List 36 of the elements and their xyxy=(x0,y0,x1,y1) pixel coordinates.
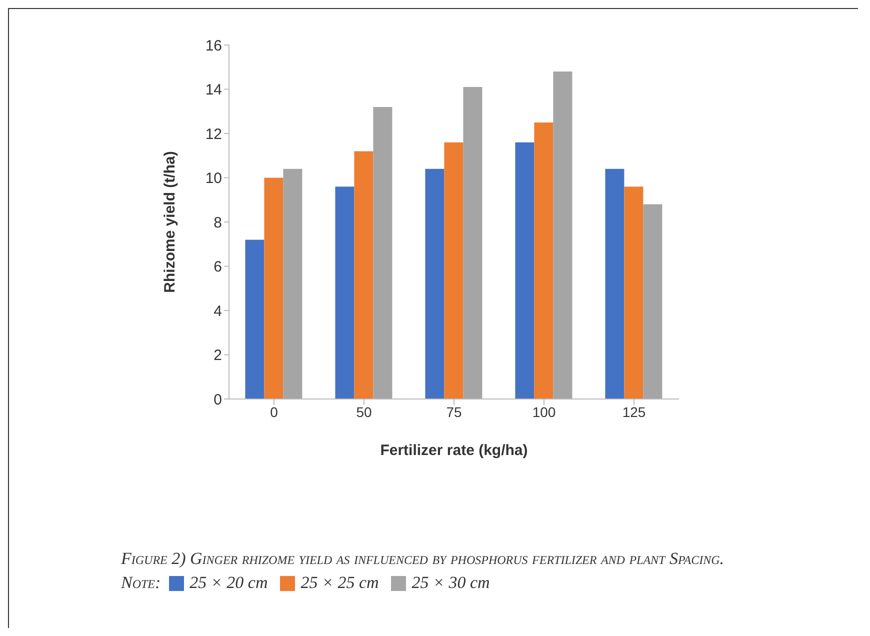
bar xyxy=(605,168,624,399)
bar xyxy=(624,186,644,399)
x-tick-label: 125 xyxy=(622,404,646,420)
bar xyxy=(444,142,464,399)
y-tick-label: 10 xyxy=(205,170,222,188)
bar xyxy=(354,151,374,399)
y-tick-label: 4 xyxy=(214,302,222,320)
x-tick-label: 0 xyxy=(270,404,278,420)
x-tick-label: 100 xyxy=(532,404,556,420)
y-tick-label: 0 xyxy=(214,391,222,408)
x-tick-label: 75 xyxy=(446,404,462,420)
y-tick-label: 14 xyxy=(205,82,222,99)
bar xyxy=(534,122,554,399)
legend-label: 25 × 20 cm xyxy=(190,572,268,594)
y-tick-label: 8 xyxy=(214,214,222,232)
x-axis-title: Fertilizer rate (kg/ha) xyxy=(380,442,528,459)
bar xyxy=(463,87,482,399)
legend-label: 25 × 30 cm xyxy=(412,572,490,594)
bar xyxy=(515,142,534,399)
legend-label: 25 × 25 cm xyxy=(300,572,379,594)
bar xyxy=(425,168,444,399)
legend-title: Note: xyxy=(121,572,161,594)
bar xyxy=(264,178,284,399)
bar xyxy=(553,72,572,399)
y-tick-label: 2 xyxy=(214,347,222,364)
bar xyxy=(283,168,302,399)
bar xyxy=(335,186,354,399)
y-tick-label: 12 xyxy=(205,126,222,143)
bar xyxy=(643,204,662,399)
caption: Figure 2) Ginger rhizome yield as influenced by phosphorus fertilizer and plant Spacing. xyxy=(121,548,726,570)
bar xyxy=(245,240,264,399)
y-tick-label: 6 xyxy=(214,258,222,276)
bar xyxy=(373,106,392,399)
y-tick-label: 16 xyxy=(205,37,222,54)
x-tick-label: 50 xyxy=(356,404,372,420)
y-axis-title: Rhizome yield (t/ha) xyxy=(161,151,178,293)
